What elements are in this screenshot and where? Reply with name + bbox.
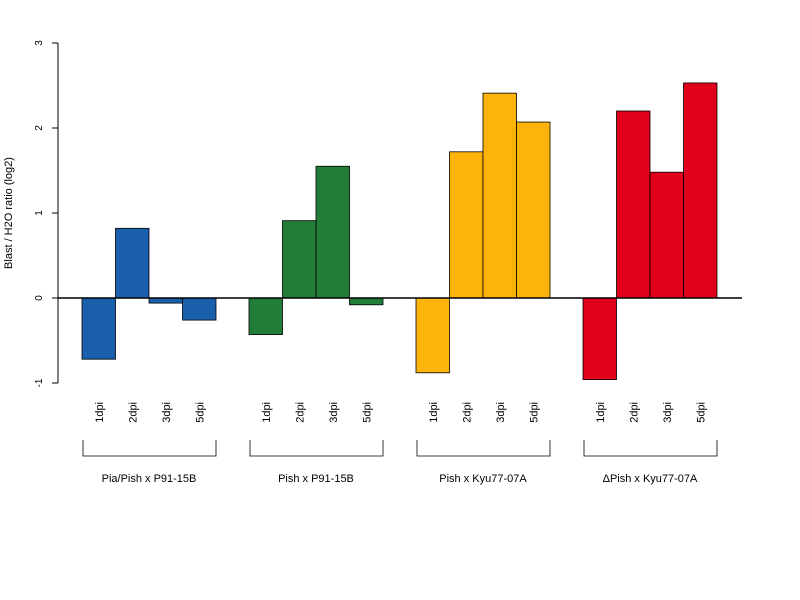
group-bracket xyxy=(416,440,551,457)
group-label: Pish x Kyu77-07A xyxy=(439,473,527,485)
x-tick-label: 5dpi xyxy=(361,402,373,423)
x-tick-label: 2dpi xyxy=(127,402,139,423)
bar xyxy=(582,297,617,380)
group-label: ΔPish x Kyu77-07A xyxy=(603,473,698,485)
bar xyxy=(248,297,283,335)
y-tick-label: 3 xyxy=(34,40,45,46)
group-label: Pish x P91-15B xyxy=(278,473,354,485)
bar xyxy=(282,220,317,299)
x-tick-labels: 1dpi 2dpi 3dpi 5dpi 1dpi 2dpi 3dpi 5dpi 1dpi 2dpi… xyxy=(94,402,708,423)
bar xyxy=(115,227,150,299)
x-tick-label: 5dpi xyxy=(695,402,707,423)
bar xyxy=(683,82,718,299)
x-tick-label: 1dpi xyxy=(94,402,106,423)
bars xyxy=(81,82,718,380)
bar xyxy=(616,110,651,299)
group-brackets: Pia/Pish x P91-15B Pish x P91-15B Pish x K… xyxy=(82,440,718,485)
group-bracket xyxy=(249,440,384,457)
x-tick-label: 5dpi xyxy=(528,402,540,423)
bar xyxy=(516,121,551,299)
group-bracket xyxy=(82,440,217,457)
group-bracket xyxy=(583,440,718,457)
x-tick-label: 3dpi xyxy=(662,402,674,423)
x-tick-label: 2dpi xyxy=(461,402,473,423)
y-tick-label: 2 xyxy=(34,125,45,131)
group-label: Pia/Pish x P91-15B xyxy=(102,473,197,485)
x-tick-label: 2dpi xyxy=(628,402,640,423)
bar xyxy=(182,297,217,321)
x-tick-label: 5dpi xyxy=(194,402,206,423)
bar xyxy=(315,165,350,299)
x-tick-label: 1dpi xyxy=(595,402,607,423)
x-tick-label: 1dpi xyxy=(428,402,440,423)
y-axis-label: Blast / H2O ratio (log2) xyxy=(3,157,15,269)
y-tick-label: -1 xyxy=(34,378,45,387)
y-tick-label: 1 xyxy=(34,210,45,216)
bar xyxy=(148,297,183,304)
x-tick-label: 3dpi xyxy=(495,402,507,423)
y-axis: -1 0 1 2 3 xyxy=(34,40,59,387)
x-tick-label: 2dpi xyxy=(294,402,306,423)
bar xyxy=(449,151,484,299)
y-tick-label: 0 xyxy=(34,295,45,301)
x-tick-label: 3dpi xyxy=(328,402,340,423)
bar xyxy=(482,92,517,299)
x-tick-label: 1dpi xyxy=(261,402,273,423)
x-tick-label: 3dpi xyxy=(161,402,173,423)
bar xyxy=(649,171,684,299)
bar xyxy=(415,297,450,374)
bar xyxy=(81,297,116,360)
bar xyxy=(349,297,384,306)
